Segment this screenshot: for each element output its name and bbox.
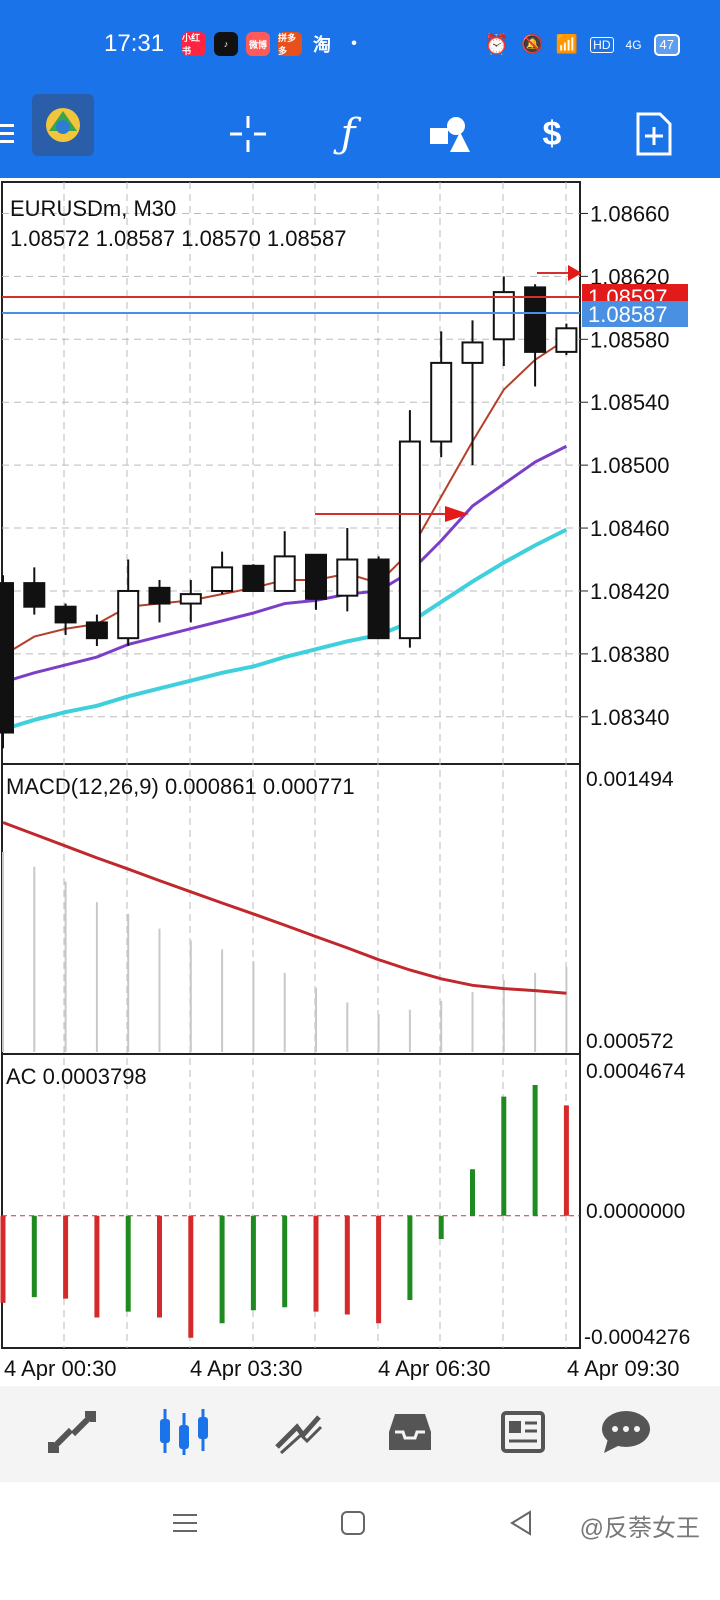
ac-axis-top: 0.0004674 [586, 1060, 686, 1083]
back-icon[interactable] [508, 1510, 534, 1541]
ac-axis-bottom: -0.0004276 [584, 1326, 690, 1349]
candle-bear [85, 621, 108, 640]
hd-badge: HD [590, 36, 614, 53]
time-label-1: 4 Apr 00:30 [4, 1356, 117, 1380]
price-tick-label: 1.08340 [590, 705, 670, 730]
ma-purple-line [2, 444, 568, 684]
ac-panel-frame [1, 1053, 581, 1349]
candle-bull [179, 593, 202, 605]
pinduoduo-icon: 拼多多 [278, 32, 302, 56]
network-label: 4G [625, 37, 642, 52]
news-icon[interactable] [486, 1400, 558, 1464]
ac-axis-mid: 0.0000000 [586, 1200, 685, 1223]
weibo-icon: 微博 [246, 32, 270, 56]
ma-cyan-line [2, 527, 568, 732]
bottom-navigation [0, 1386, 720, 1482]
chart-svg[interactable]: 1.086601.086201.085801.085401.085001.084… [0, 180, 720, 1381]
candle-bear [242, 564, 265, 592]
candle-bear [0, 582, 14, 734]
ac-series [0, 1085, 569, 1338]
mute-icon: 🔕 [521, 34, 544, 54]
wifi-icon: 📶 [555, 34, 579, 54]
macd-signal-line [2, 821, 567, 995]
history-icon[interactable] [374, 1400, 446, 1464]
price-tick-label: 1.08460 [590, 516, 670, 541]
crosshair-icon[interactable] [220, 106, 276, 162]
metatrader-logo[interactable] [32, 94, 94, 156]
objects-icon[interactable] [422, 106, 478, 162]
price-tick-label: 1.08540 [590, 390, 670, 415]
price-tick-label: 1.08580 [590, 327, 670, 352]
grid-lines [2, 182, 580, 1348]
candles [0, 276, 578, 749]
system-icons: ⏰ 🔕 📶 HD 4G 47 [484, 32, 680, 57]
chart-area[interactable]: 1.08660 1.08620 1.08580 1.08540 1.08500 1.084… [0, 180, 720, 1381]
time-label-4: 4 Apr 09:30 [567, 1356, 680, 1380]
candle-bear [148, 586, 171, 605]
symbol-label: EURUSDm, M30 [10, 196, 176, 221]
candle-bull [492, 291, 515, 341]
macd-axis-bottom: 0.000572 [586, 1030, 674, 1053]
trade-icon[interactable]: $ [542, 114, 562, 153]
candle-bull [211, 566, 234, 592]
candle-bull [430, 361, 453, 443]
home-icon[interactable] [340, 1510, 366, 1541]
price-tick-label: 1.08500 [590, 453, 670, 478]
top-toolbar: ƒ $ [0, 88, 720, 178]
macd-panel-frame [1, 763, 581, 1055]
alarm-icon: ⏰ [484, 34, 510, 56]
candle-bull [555, 327, 578, 353]
more-dot-icon: • [351, 35, 357, 52]
bid-label: 1.08587 [588, 302, 668, 327]
macd-series [2, 821, 568, 1052]
main-panel-frame [1, 181, 581, 765]
price-tick-label: 1.08420 [590, 579, 670, 604]
time-label-2: 4 Apr 03:30 [190, 1356, 303, 1380]
xiaohongshu-icon: 小红书 [182, 32, 206, 56]
price-tick-label: 1.08380 [590, 642, 670, 667]
status-bar: 17:31 小红书 ♪ 微博 拼多多 淘 • ⏰ 🔕 📶 HD 4G 47 [0, 0, 720, 88]
candle-bear [524, 286, 547, 353]
candle-bull [398, 440, 421, 640]
chat-icon[interactable] [590, 1400, 662, 1464]
quotes-icon[interactable] [36, 1400, 108, 1464]
candle-bull [273, 555, 296, 592]
arrow-head-1 [445, 506, 469, 522]
battery-indicator: 47 [653, 33, 680, 56]
bid-label-box [582, 301, 688, 327]
recent-apps-icon[interactable] [172, 1510, 198, 1541]
macd-axis-top: 0.001494 [586, 768, 674, 791]
arrow-head-2 [568, 265, 582, 281]
time-label-3: 4 Apr 06:30 [378, 1356, 491, 1380]
price-axis: 1.086601.086201.085801.085401.085001.084… [580, 201, 670, 730]
menu-icon[interactable] [0, 106, 26, 162]
taobao-icon: 淘 [313, 35, 331, 55]
ohlc-label: 1.08572 1.08587 1.08570 1.08587 [10, 226, 346, 251]
ac-label: AC 0.0003798 [6, 1064, 147, 1089]
new-order-icon[interactable] [626, 106, 682, 162]
candle-bull [461, 341, 484, 364]
candle-bull [117, 589, 140, 640]
chart-icon[interactable] [148, 1400, 220, 1464]
candle-bear [54, 605, 77, 624]
status-time: 17:31 [104, 30, 165, 57]
candle-bear [305, 553, 327, 600]
candle-bull [336, 558, 359, 597]
indicators-icon[interactable]: ƒ [340, 111, 356, 157]
notification-icons: 小红书 ♪ 微博 拼多多 淘 • [182, 32, 366, 56]
system-navigation: @反萘女王 [0, 1482, 720, 1600]
trade-nav-icon[interactable] [262, 1400, 334, 1464]
watermark-text: @反萘女王 [579, 1515, 700, 1542]
tiktok-icon: ♪ [214, 32, 238, 56]
macd-label: MACD(12,26,9) 0.000861 0.000771 [6, 774, 355, 799]
candle-bear [367, 558, 390, 640]
price-tick-label: 1.08660 [590, 201, 670, 226]
candle-bear [23, 582, 46, 608]
